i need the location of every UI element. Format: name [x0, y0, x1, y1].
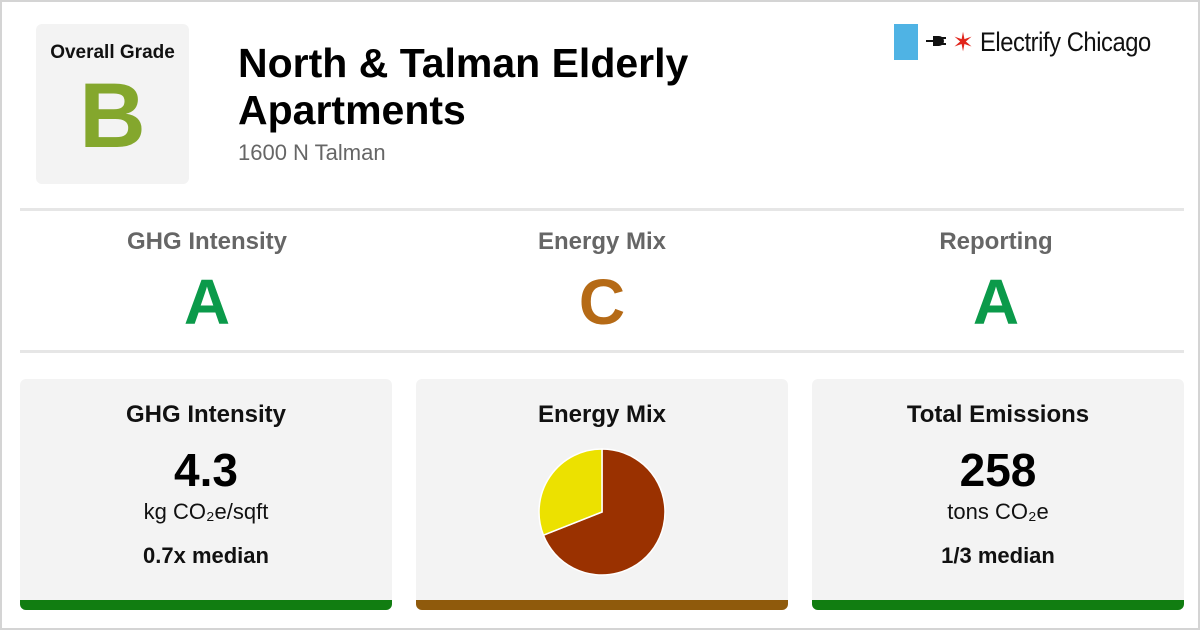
subgrade-reporting-label: Reporting: [939, 228, 1053, 255]
card-energy-grade-bar: [416, 600, 788, 610]
subgrade-ghg: GHG Intensity A: [10, 228, 404, 334]
building-title-line2: Apartments: [238, 87, 466, 133]
card-ghg-grade-bar: [20, 600, 392, 610]
divider-middle: [20, 350, 1184, 353]
card-emissions-value: 258: [959, 444, 1037, 496]
plug-icon-svg: [926, 36, 947, 46]
divider-top: [20, 208, 1184, 211]
card-emissions-unit: tons CO₂e: [947, 499, 1049, 524]
building-title: North & Talman Elderly Apartments: [238, 40, 858, 134]
brand-name: Electrify Chicago: [979, 26, 1151, 57]
card-total-emissions: Total Emissions 258 tons CO₂e 1/3 median: [812, 379, 1184, 610]
card-emissions-grade-bar: [812, 600, 1184, 610]
pie-slice-1: [538, 448, 603, 537]
overall-grade-letter: B: [79, 65, 146, 167]
brand-logo: ✶ Electrify Chicago: [894, 24, 1174, 60]
card-ghg-unit: kg CO₂e/sqft: [143, 499, 269, 524]
chicago-star-icon: ✶: [952, 27, 974, 57]
card-ghg-title: GHG Intensity: [125, 401, 287, 428]
subgrade-ghg-label: GHG Intensity: [126, 228, 288, 255]
card-ghg-intensity: GHG Intensity 4.3 kg CO₂e/sqft 0.7x medi…: [20, 379, 392, 610]
overall-grade-box: Overall Grade B: [36, 24, 189, 184]
plug-icon: [926, 32, 948, 52]
card-emissions-title: Total Emissions: [906, 401, 1090, 428]
card-emissions-median: 1/3 median: [941, 543, 1055, 568]
subgrade-ghg-letter: A: [183, 266, 231, 338]
overall-grade-label: Overall Grade: [50, 42, 175, 63]
card-ghg-value: 4.3: [174, 444, 238, 496]
subgrade-reporting-letter: A: [972, 266, 1020, 338]
card-ghg-median: 0.7x median: [143, 543, 269, 568]
card-energy-title: Energy Mix: [537, 401, 667, 428]
building-address: 1600 N Talman: [238, 140, 386, 165]
energy-mix-pie-chart: [538, 448, 666, 576]
subgrade-energy-mix-label: Energy Mix: [537, 228, 667, 255]
flag-stripe-icon: [894, 24, 919, 60]
building-title-block: North & Talman Elderly Apartments 1600 N…: [238, 40, 858, 166]
subgrade-energy-mix-letter: C: [578, 266, 626, 338]
subgrade-energy-mix: Energy Mix C: [405, 228, 799, 334]
card-energy-mix: Energy Mix: [416, 379, 788, 610]
subgrade-reporting: Reporting A: [799, 228, 1193, 334]
pie-slice-0: [542, 448, 666, 576]
building-title-line1: North & Talman Elderly: [238, 40, 689, 86]
